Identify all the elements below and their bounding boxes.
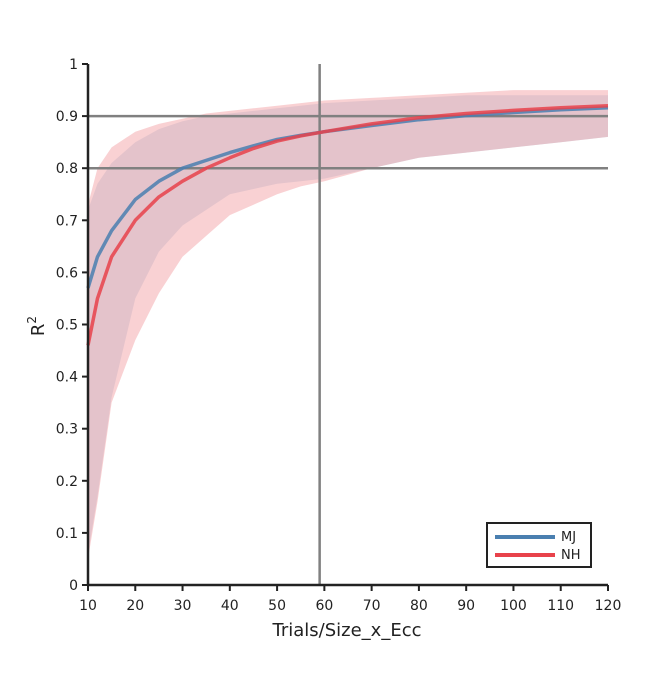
y-tick-label-1: 1	[69, 57, 78, 73]
y-tick-label-0_2: 0.2	[56, 474, 78, 490]
y-tick-label-0_6: 0.6	[56, 265, 78, 281]
y-axis-ticks: 0 0.1 0.2 0.3 0.4 0.5 0.6 0.7 0.8 0.9 1	[56, 57, 88, 594]
legend-label-mj: MJ	[561, 530, 576, 545]
x-axis-label: Trials/Size_x_Ecc	[272, 620, 422, 641]
y-tick-label-0_3: 0.3	[56, 422, 78, 438]
confidence-bands	[88, 90, 608, 559]
x-tick-label-10: 10	[79, 598, 97, 614]
y-tick-label-0: 0	[69, 578, 78, 594]
x-tick-label-70: 70	[363, 598, 381, 614]
y-tick-label-0_4: 0.4	[56, 370, 78, 386]
x-tick-label-110: 110	[547, 598, 574, 614]
reference-lines	[88, 64, 608, 585]
x-tick-label-30: 30	[174, 598, 192, 614]
y-axis-label-sup: 2	[25, 316, 39, 324]
y-tick-label-0_9: 0.9	[56, 109, 78, 125]
series-lines	[86, 103, 609, 346]
x-tick-label-90: 90	[457, 598, 475, 614]
x-tick-label-120: 120	[595, 598, 622, 614]
y-tick-label-0_7: 0.7	[56, 213, 78, 229]
x-tick-label-100: 100	[500, 598, 527, 614]
y-axis-label: R2	[25, 316, 49, 336]
x-tick-label-50: 50	[268, 598, 286, 614]
x-tick-label-80: 80	[410, 598, 428, 614]
y-tick-label-0_5: 0.5	[56, 318, 78, 334]
x-tick-label-60: 60	[315, 598, 333, 614]
x-axis-ticks: 10 20 30 40 50 60 70 80 90 100 110 120	[79, 585, 621, 614]
legend-label-nh: NH	[561, 548, 581, 563]
band-nh	[88, 90, 608, 559]
x-tick-label-20: 20	[126, 598, 144, 614]
legend: MJ NH	[486, 522, 592, 568]
y-tick-label-0_8: 0.8	[56, 161, 78, 177]
x-tick-label-40: 40	[221, 598, 239, 614]
line-nh	[86, 103, 609, 346]
y-axis-label-base: R	[28, 324, 49, 337]
y-tick-label-0_1: 0.1	[56, 526, 78, 542]
line-mj	[86, 106, 609, 289]
legend-box	[486, 522, 592, 568]
